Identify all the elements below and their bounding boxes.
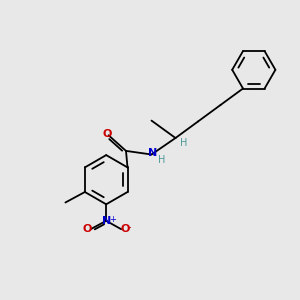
Text: N: N (148, 148, 157, 158)
Text: -: - (128, 222, 131, 232)
Text: H: H (158, 155, 165, 165)
Text: N: N (102, 216, 111, 226)
Text: O: O (82, 224, 92, 234)
Text: O: O (102, 129, 112, 140)
Text: +: + (110, 214, 116, 224)
Text: H: H (180, 137, 188, 148)
Text: O: O (120, 224, 130, 234)
